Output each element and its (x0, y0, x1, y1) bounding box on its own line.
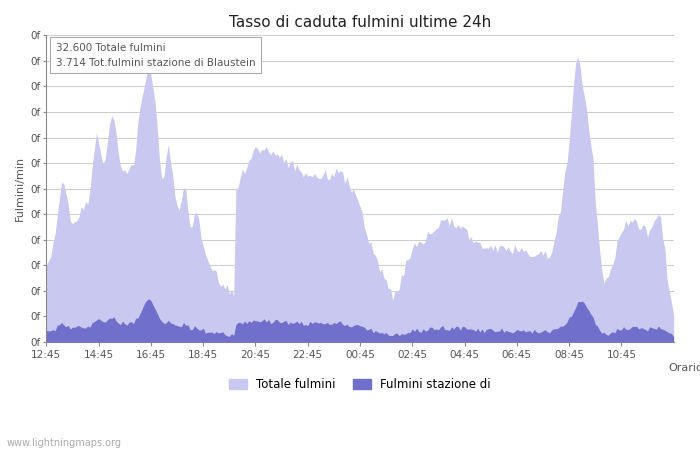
Title: Tasso di caduta fulmini ultime 24h: Tasso di caduta fulmini ultime 24h (229, 15, 491, 30)
X-axis label: Orario: Orario (668, 363, 700, 374)
Text: www.lightningmaps.org: www.lightningmaps.org (7, 438, 122, 448)
Text: 32.600 Totale fulmini
3.714 Tot.fulmini stazione di Blaustein: 32.600 Totale fulmini 3.714 Tot.fulmini … (56, 43, 255, 68)
Y-axis label: Fulmini/min: Fulmini/min (15, 156, 25, 221)
Legend: Totale fulmini, Fulmini stazione di: Totale fulmini, Fulmini stazione di (224, 373, 496, 396)
